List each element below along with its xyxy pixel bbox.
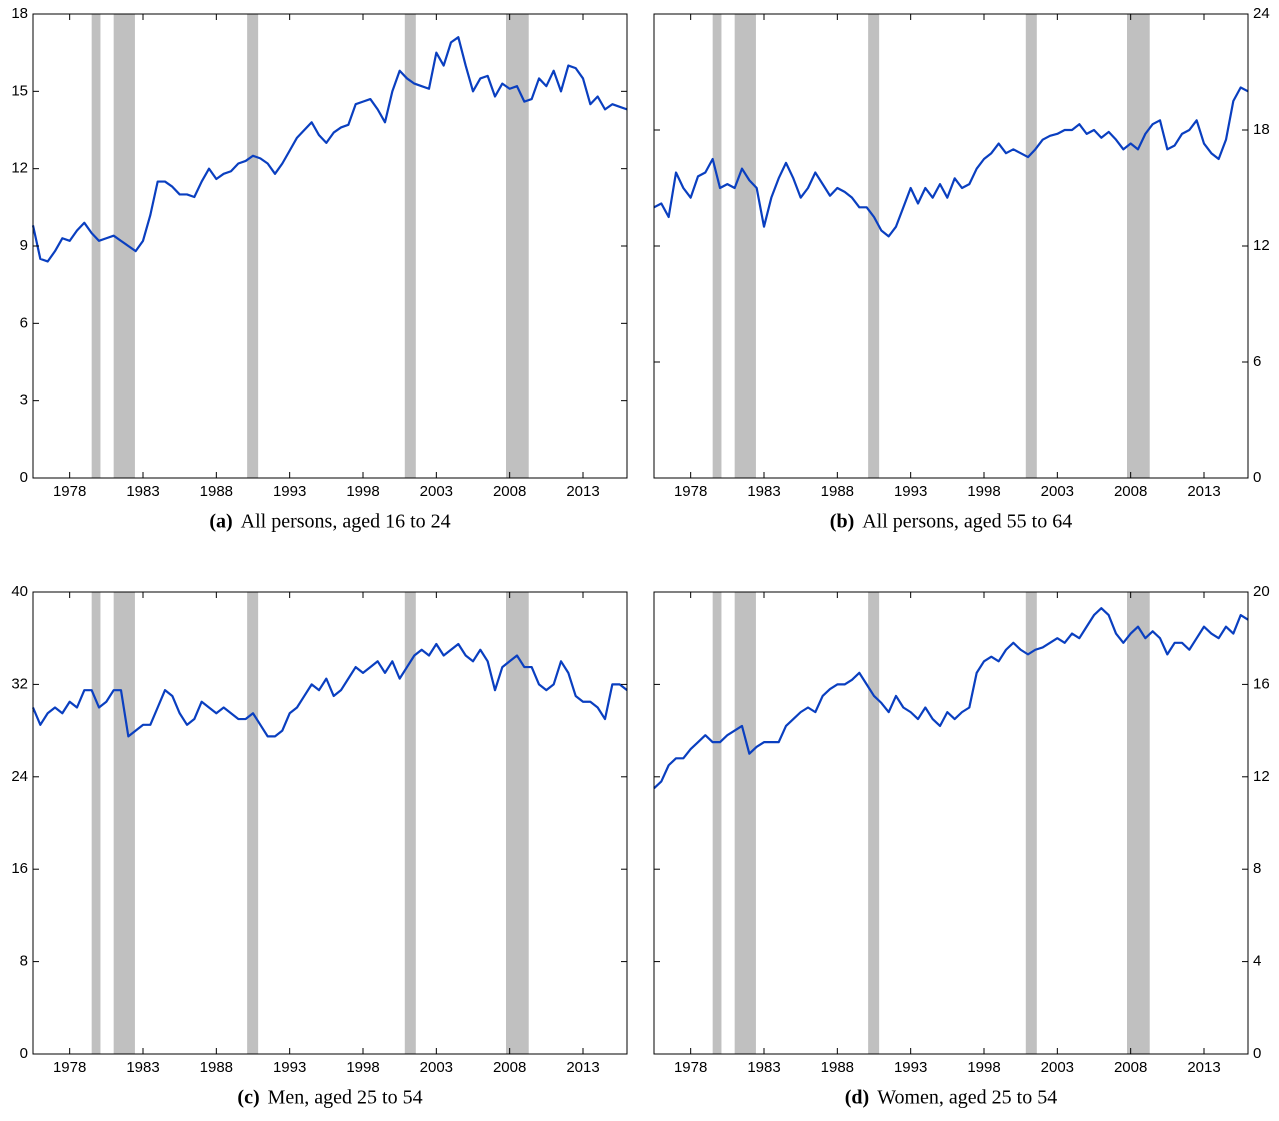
y-tick-label: 18 bbox=[1253, 121, 1270, 138]
panel: 0 6 12 18 24 1978 1983 1988 1993 1998 2003 2008 2013… bbox=[653, 5, 1270, 533]
y-tick-label: 0 bbox=[1253, 469, 1261, 486]
recession-band bbox=[1127, 14, 1150, 478]
recession-band bbox=[734, 14, 756, 478]
recession-band bbox=[712, 592, 722, 1054]
data-line bbox=[653, 86, 1249, 238]
x-tick-label: 1983 bbox=[126, 1059, 159, 1076]
y-tick-label: 8 bbox=[20, 953, 28, 970]
x-tick-label: 2008 bbox=[1114, 1059, 1147, 1076]
x-tick-label: 1983 bbox=[126, 483, 159, 500]
y-tick-label: 20 bbox=[1253, 583, 1270, 600]
x-tick-label: 1978 bbox=[53, 483, 86, 500]
recession-band bbox=[506, 14, 529, 478]
recession-band bbox=[404, 14, 416, 478]
x-tick-label: 2013 bbox=[566, 1059, 599, 1076]
recession-band bbox=[113, 592, 135, 1054]
y-tick-label: 16 bbox=[11, 860, 28, 877]
y-tick-label: 0 bbox=[1253, 1045, 1261, 1062]
recession-band bbox=[734, 592, 756, 1054]
y-tick-label: 24 bbox=[1253, 5, 1270, 22]
recession-band bbox=[113, 14, 135, 478]
y-tick-label: 12 bbox=[1253, 768, 1270, 785]
y-tick-label: 8 bbox=[1253, 860, 1261, 877]
x-tick-label: 1988 bbox=[200, 483, 233, 500]
y-tick-label: 4 bbox=[1253, 953, 1261, 970]
panel: 0 8 16 24 32 40 1978 1983 1988 1993 1998 2003 2008 20… bbox=[11, 583, 628, 1109]
y-tick-label: 12 bbox=[1253, 237, 1270, 254]
x-tick-label: 1983 bbox=[747, 1059, 780, 1076]
x-tick-label: 1998 bbox=[346, 1059, 379, 1076]
x-tick-label: 2003 bbox=[420, 1059, 453, 1076]
x-tick-label: 1988 bbox=[821, 1059, 854, 1076]
panel-caption: Men, aged 25 to 54 bbox=[268, 1087, 423, 1109]
recession-band bbox=[247, 14, 259, 478]
x-tick-label: 1983 bbox=[747, 483, 780, 500]
recession-band bbox=[868, 592, 880, 1054]
data-line bbox=[31, 642, 628, 738]
y-tick-label: 0 bbox=[20, 469, 28, 486]
panel: 0 3 6 9 12 15 18 1978 1983 1988 1993 1998 2003 2008 20… bbox=[11, 5, 628, 533]
panel-caption: All persons, aged 16 to 24 bbox=[241, 511, 451, 533]
x-tick-label: 1988 bbox=[200, 1059, 233, 1076]
recession-band bbox=[868, 14, 880, 478]
recession-band bbox=[404, 592, 416, 1054]
x-tick-label: 2008 bbox=[1114, 483, 1147, 500]
plot-frame bbox=[653, 591, 1249, 1055]
x-tick-label: 2008 bbox=[493, 1059, 526, 1076]
recession-band bbox=[712, 14, 722, 478]
y-tick-label: 0 bbox=[20, 1045, 28, 1062]
y-tick-label: 12 bbox=[11, 160, 28, 177]
x-tick-label: 1993 bbox=[273, 1059, 306, 1076]
data-line bbox=[31, 36, 628, 263]
data-line bbox=[653, 607, 1249, 790]
x-tick-label: 2013 bbox=[566, 483, 599, 500]
panel-caption: All persons, aged 55 to 64 bbox=[862, 511, 1072, 533]
y-tick-label: 3 bbox=[20, 392, 28, 409]
x-tick-label: 1978 bbox=[53, 1059, 86, 1076]
recession-band bbox=[91, 14, 101, 478]
x-tick-label: 2003 bbox=[420, 483, 453, 500]
recession-band bbox=[1025, 592, 1037, 1054]
plot-frame bbox=[32, 591, 628, 1055]
y-tick-label: 16 bbox=[1253, 675, 1270, 692]
x-tick-label: 2003 bbox=[1041, 1059, 1074, 1076]
recession-band bbox=[247, 592, 259, 1054]
recession-band bbox=[1127, 592, 1150, 1054]
panel-label: (d) bbox=[845, 1087, 869, 1109]
y-tick-label: 15 bbox=[11, 82, 28, 99]
panel-label: (a) bbox=[209, 511, 232, 533]
panel-caption: Women, aged 25 to 54 bbox=[877, 1087, 1057, 1109]
recession-band bbox=[506, 592, 529, 1054]
x-tick-label: 1978 bbox=[674, 1059, 707, 1076]
recession-band bbox=[91, 592, 101, 1054]
x-tick-label: 2013 bbox=[1187, 483, 1220, 500]
x-tick-label: 1993 bbox=[273, 483, 306, 500]
x-tick-label: 2008 bbox=[493, 483, 526, 500]
recession-band bbox=[1025, 14, 1037, 478]
x-tick-label: 2003 bbox=[1041, 483, 1074, 500]
y-tick-label: 24 bbox=[11, 768, 28, 785]
x-tick-label: 1998 bbox=[346, 483, 379, 500]
y-tick-label: 40 bbox=[11, 583, 28, 600]
y-tick-label: 9 bbox=[20, 237, 28, 254]
panel-label: (c) bbox=[237, 1087, 259, 1109]
x-tick-label: 1998 bbox=[967, 483, 1000, 500]
x-tick-label: 1993 bbox=[894, 483, 927, 500]
y-tick-label: 18 bbox=[11, 5, 28, 22]
y-tick-label: 6 bbox=[20, 314, 28, 331]
y-tick-label: 6 bbox=[1253, 353, 1261, 370]
x-tick-label: 2013 bbox=[1187, 1059, 1220, 1076]
x-tick-label: 1988 bbox=[821, 483, 854, 500]
panel-label: (b) bbox=[830, 511, 854, 533]
x-tick-label: 1998 bbox=[967, 1059, 1000, 1076]
x-tick-label: 1993 bbox=[894, 1059, 927, 1076]
panel: 0 4 8 12 16 20 1978 1983 1988 1993 1998 2003 2008 201… bbox=[653, 583, 1270, 1109]
y-tick-label: 32 bbox=[11, 675, 28, 692]
x-tick-label: 1978 bbox=[674, 483, 707, 500]
